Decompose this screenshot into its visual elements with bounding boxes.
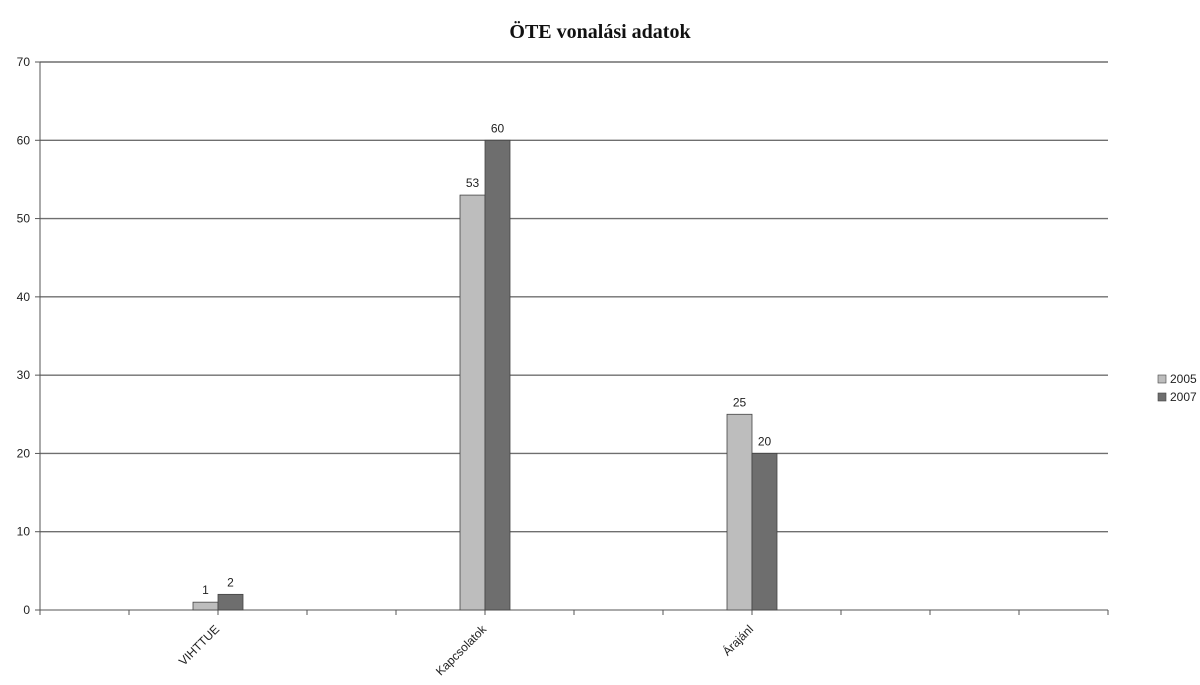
legend-label: 2005 (1170, 372, 1197, 386)
y-tick-label: 50 (17, 212, 31, 226)
category-label: Árajánl (719, 622, 756, 659)
category-label: Kapcsolatok (433, 622, 490, 679)
data-label: 1 (202, 583, 209, 597)
y-tick-label: 70 (17, 55, 31, 69)
y-tick-label: 0 (23, 603, 30, 617)
data-label: 20 (758, 434, 772, 448)
data-label: 2 (227, 575, 234, 589)
data-label: 60 (491, 121, 505, 135)
chart-title: ÖTE vonalási adatok (509, 20, 691, 43)
bar (459, 194, 486, 611)
data-labels: 1 2 53 60 25 20 (202, 121, 771, 597)
y-tick-label: 60 (17, 133, 31, 147)
x-axis-categories: VIHTTUE Kapcsolatok Árajánl (176, 622, 756, 679)
legend-label: 2007 (1170, 390, 1197, 404)
y-tick-label: 30 (17, 368, 31, 382)
y-tick-label: 20 (17, 446, 31, 460)
legend-swatch (1157, 374, 1167, 384)
bar (217, 593, 244, 611)
category-label: VIHTTUE (176, 622, 222, 668)
y-tick-label: 10 (17, 525, 31, 539)
bars (192, 139, 778, 611)
gridlines (40, 61, 1108, 533)
legend-swatch (1157, 392, 1167, 402)
data-label: 25 (733, 395, 747, 409)
y-axis-ticks: 0 10 20 30 40 50 60 70 (17, 55, 40, 617)
data-label: 53 (466, 176, 480, 190)
bar (484, 139, 511, 611)
y-tick-label: 40 (17, 290, 31, 304)
bar (751, 453, 778, 611)
legend: 2005 2007 (1157, 372, 1197, 404)
bar (192, 601, 219, 611)
bar (726, 413, 753, 611)
